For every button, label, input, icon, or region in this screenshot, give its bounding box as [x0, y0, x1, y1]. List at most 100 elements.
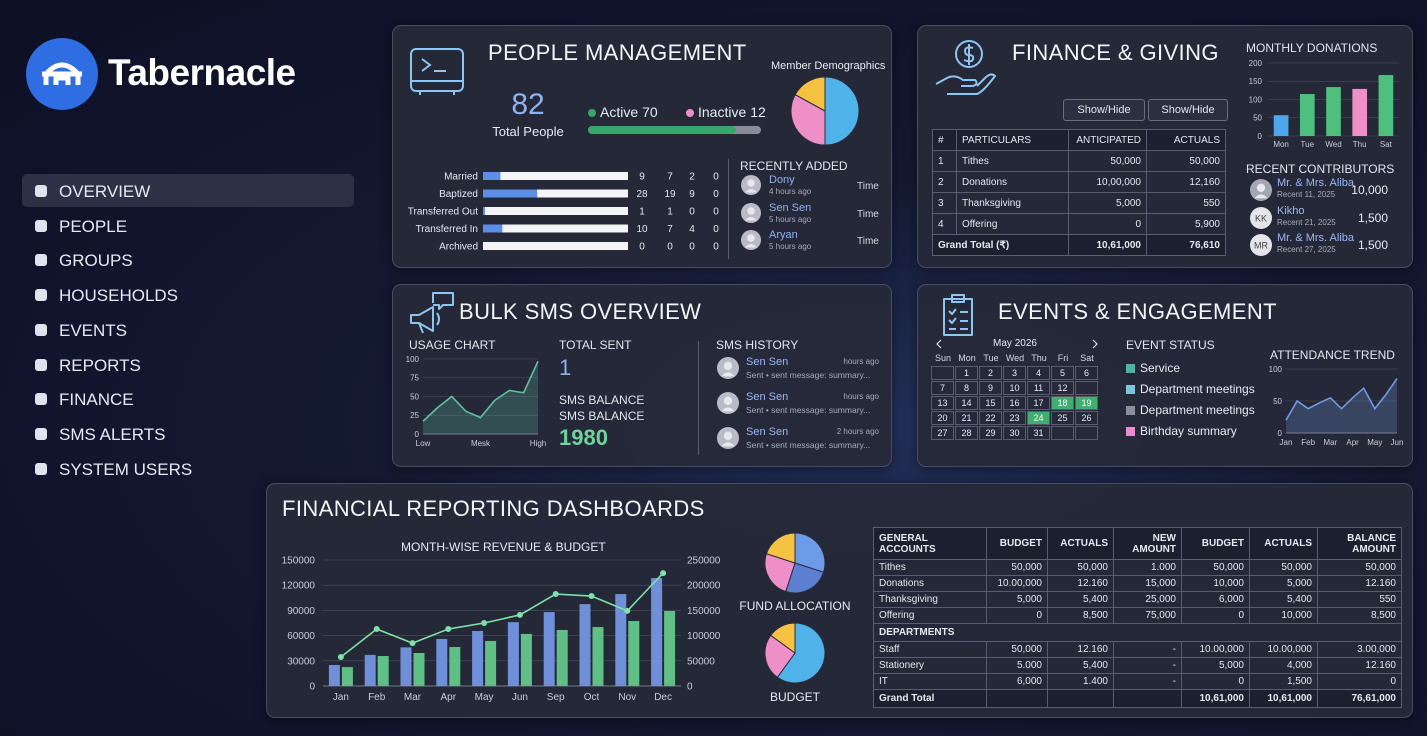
budget-pie	[764, 622, 826, 684]
pie-slice	[764, 634, 796, 678]
total-cell: Grand Total	[873, 689, 987, 708]
row-label: Transferred Out	[408, 207, 478, 218]
status-label: Birthday summary	[1140, 424, 1237, 438]
sender-name: Sen Sen	[746, 391, 789, 403]
table-cell: 10,000	[1181, 575, 1250, 592]
bar	[664, 610, 676, 686]
calendar-day: 4	[1027, 366, 1050, 380]
row-value: 0	[713, 224, 719, 235]
progress-track	[588, 126, 761, 134]
table-cell: 0	[986, 607, 1048, 624]
x-tick-label: Low	[416, 439, 431, 448]
nav-icon-shape	[35, 393, 47, 406]
contributor-amount: 1,500	[1357, 210, 1388, 225]
bar	[507, 622, 519, 686]
table-cell: 1.400	[1047, 673, 1114, 690]
weekday-label: Mon	[958, 353, 976, 363]
table-cell: 5,000	[986, 591, 1048, 608]
area-line	[422, 360, 539, 422]
weekday-label: Sat	[1080, 353, 1094, 363]
table-cell: 12.160	[1317, 575, 1402, 592]
bar	[651, 578, 663, 686]
empty-cell	[1113, 689, 1182, 708]
bar	[483, 172, 501, 180]
nav-item[interactable]: FINANCE	[22, 382, 354, 415]
calendar-day: 31	[1027, 426, 1050, 440]
table-cell: 12.160	[1047, 641, 1114, 658]
row-value: 9	[689, 189, 695, 200]
pie-slice	[776, 622, 826, 684]
total-cell: 76,61,000	[1317, 689, 1402, 708]
nav-item[interactable]: SYSTEM USERS	[22, 452, 354, 485]
legend-entry: Active 70	[600, 104, 658, 120]
header-cell: ACTUALS	[1249, 527, 1318, 560]
y-tick-label: 50	[410, 392, 419, 401]
table-cell: 0	[1317, 673, 1402, 690]
nav-item[interactable]: HOUSEHOLDS	[22, 278, 354, 311]
avatar-head	[723, 431, 733, 440]
chart-title: BUDGET	[769, 690, 820, 704]
header-cell: GENERAL ACCOUNTS	[873, 527, 987, 560]
x-tick-label: Apr	[441, 692, 457, 703]
status-swatch	[1126, 406, 1135, 415]
nav-item[interactable]: EVENTS	[22, 313, 354, 346]
table-cell: Tithes	[873, 559, 987, 576]
row-value: 0	[713, 207, 719, 218]
table-cell: 550	[1317, 591, 1402, 608]
avatar-initials: KK	[1255, 213, 1267, 223]
total-cell: 10,61,000	[1068, 234, 1147, 256]
divider	[698, 341, 699, 455]
y-tick-label: 100	[406, 355, 420, 364]
avatar-head	[747, 234, 755, 242]
table-cell: Offering	[873, 607, 987, 624]
row-value: 0	[639, 242, 645, 253]
message-time: hours ago	[843, 392, 879, 401]
total-count: 82	[511, 88, 545, 121]
person-time: 4 hours ago	[769, 187, 812, 196]
calendar-day: 7	[931, 381, 954, 395]
table-section: DEPARTMENTS	[873, 623, 1402, 642]
line-point	[624, 607, 631, 614]
table-cell: 50,000	[1249, 559, 1318, 576]
nav-icon-shape	[35, 323, 47, 336]
table-cell: Donations	[956, 171, 1069, 193]
avatar-icon	[741, 230, 761, 250]
calendar-day: 16	[1003, 396, 1026, 410]
person-time: 5 hours ago	[769, 242, 812, 251]
weekday-label: Thu	[1031, 353, 1047, 363]
nav-item[interactable]: OVERVIEW	[22, 174, 354, 207]
nav-item[interactable]: PEOPLE	[22, 209, 354, 242]
avatar-body	[745, 216, 757, 220]
x-tick-label: May	[475, 692, 494, 703]
bar	[520, 633, 532, 686]
calendar-day: 27	[931, 426, 954, 440]
legend-dot	[686, 109, 694, 117]
y-tick-label: 75	[410, 374, 419, 383]
table-cell: 3	[932, 192, 957, 214]
x-tick-label: Sat	[1380, 140, 1393, 149]
line-point	[373, 626, 380, 633]
calendar-day: 9	[979, 381, 1002, 395]
bar-track	[483, 242, 628, 250]
bar-track	[483, 189, 628, 198]
person-time: 5 hours ago	[769, 214, 812, 224]
show-hide-button[interactable]: Show/Hide	[1063, 99, 1145, 121]
bar-track	[483, 207, 628, 215]
nav-label: FINANCE	[59, 390, 134, 410]
calendar-day: 22	[979, 411, 1002, 425]
avatar-icon: MR	[1250, 234, 1272, 256]
row-value: 7	[667, 172, 673, 183]
nav-icon	[35, 289, 47, 302]
table-cell: 5,000	[1068, 192, 1147, 214]
x-tick-label: Jan	[1280, 438, 1293, 447]
nav-item[interactable]: SMS ALERTS	[22, 417, 354, 450]
x-tick-label: High	[530, 439, 546, 448]
table-cell: 6,000	[1181, 591, 1250, 608]
row-value: 0	[689, 207, 695, 218]
nav-item[interactable]: REPORTS	[22, 348, 354, 381]
table-cell: 4,000	[1249, 657, 1318, 674]
show-hide-button[interactable]: Show/Hide	[1148, 99, 1228, 121]
contributor-name: Kikho	[1277, 204, 1305, 217]
nav-item[interactable]: GROUPS	[22, 243, 354, 276]
total-cell: 10,61,000	[1249, 689, 1318, 708]
